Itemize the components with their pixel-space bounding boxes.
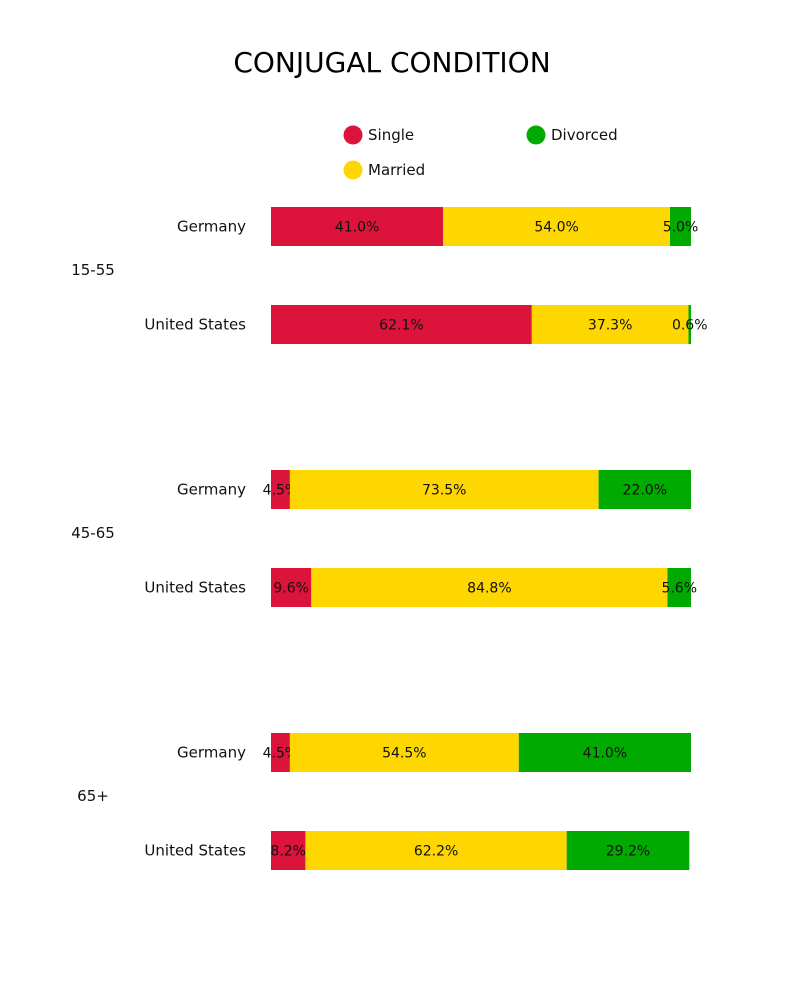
value-label-45-65-united-states-married: 84.8% (467, 581, 511, 597)
bar-45-65-germany-single (271, 470, 290, 509)
value-label-45-65-germany-married: 73.5% (422, 483, 466, 499)
bar-15-55-united-states-divorced (688, 305, 691, 344)
legend: Single Married Divorced (343, 125, 618, 180)
bar-65plus-germany-single (271, 733, 290, 772)
bar-65plus-united-states-single (271, 831, 306, 870)
value-label-15-55-united-states-single: 62.1% (379, 318, 423, 334)
bar-65plus-germany-divorced (518, 733, 691, 772)
bar-65plus-germany-married (289, 733, 519, 772)
legend-label-single: Single (368, 126, 414, 144)
value-label-45-65-united-states-single: 9.6% (273, 581, 309, 597)
value-label-65plus-united-states-divorced: 29.2% (606, 844, 650, 860)
value-label-45-65-germany-divorced: 22.0% (623, 483, 667, 499)
bar-45-65-united-states-married (311, 568, 668, 607)
bar-45-65-germany-married (289, 470, 599, 509)
value-label-65plus-germany-married: 54.5% (382, 746, 426, 762)
value-label-15-55-united-states-married: 37.3% (588, 318, 632, 334)
chart-title: CONJUGAL CONDITION (233, 46, 550, 79)
bar-15-55-united-states-married (531, 305, 689, 344)
value-label-15-55-united-states-divorced: 0.6% (672, 318, 708, 334)
legend-marker-divorced (526, 125, 546, 145)
bar-65plus-united-states-married (305, 831, 567, 870)
value-label-45-65-germany-single: 4.5% (263, 483, 299, 499)
row-label-45-65-germany: Germany (177, 481, 246, 499)
legend-marker-married (343, 160, 363, 180)
value-label-65plus-united-states-married: 62.2% (414, 844, 458, 860)
row-label-65plus-united-states: United States (144, 842, 246, 860)
bar-45-65-united-states-single (271, 568, 312, 607)
group-label-15-55: 15-55 (71, 261, 115, 279)
value-label-65plus-united-states-single: 8.2% (270, 844, 306, 860)
bar-65plus-united-states-divorced (566, 831, 690, 870)
value-label-15-55-germany-divorced: 5.0% (663, 220, 699, 236)
bar-45-65-united-states-divorced (667, 568, 691, 607)
bars: 15-55 Germany 41.0% 54.0% 5.0% United States 6… (71, 207, 708, 870)
bar-15-55-germany-single (271, 207, 444, 246)
value-label-45-65-united-states-divorced: 5.6% (661, 581, 697, 597)
row-label-15-55-germany: Germany (177, 218, 246, 236)
row-label-15-55-united-states: United States (144, 316, 246, 334)
legend-marker-single (343, 125, 363, 145)
bar-15-55-united-states-single (271, 305, 532, 344)
value-label-65plus-germany-divorced: 41.0% (583, 746, 627, 762)
value-label-15-55-germany-married: 54.0% (534, 220, 578, 236)
bar-15-55-germany-divorced (670, 207, 691, 246)
value-label-65plus-germany-single: 4.5% (263, 746, 299, 762)
legend-label-divorced: Divorced (551, 126, 618, 144)
legend-label-married: Married (368, 161, 425, 179)
bar-15-55-germany-married (443, 207, 670, 246)
value-label-15-55-germany-single: 41.0% (335, 220, 379, 236)
row-label-65plus-germany: Germany (177, 744, 246, 762)
group-label-65plus: 65+ (77, 787, 109, 805)
row-label-45-65-united-states: United States (144, 579, 246, 597)
group-label-45-65: 45-65 (71, 524, 115, 542)
bar-45-65-germany-divorced (598, 470, 691, 509)
